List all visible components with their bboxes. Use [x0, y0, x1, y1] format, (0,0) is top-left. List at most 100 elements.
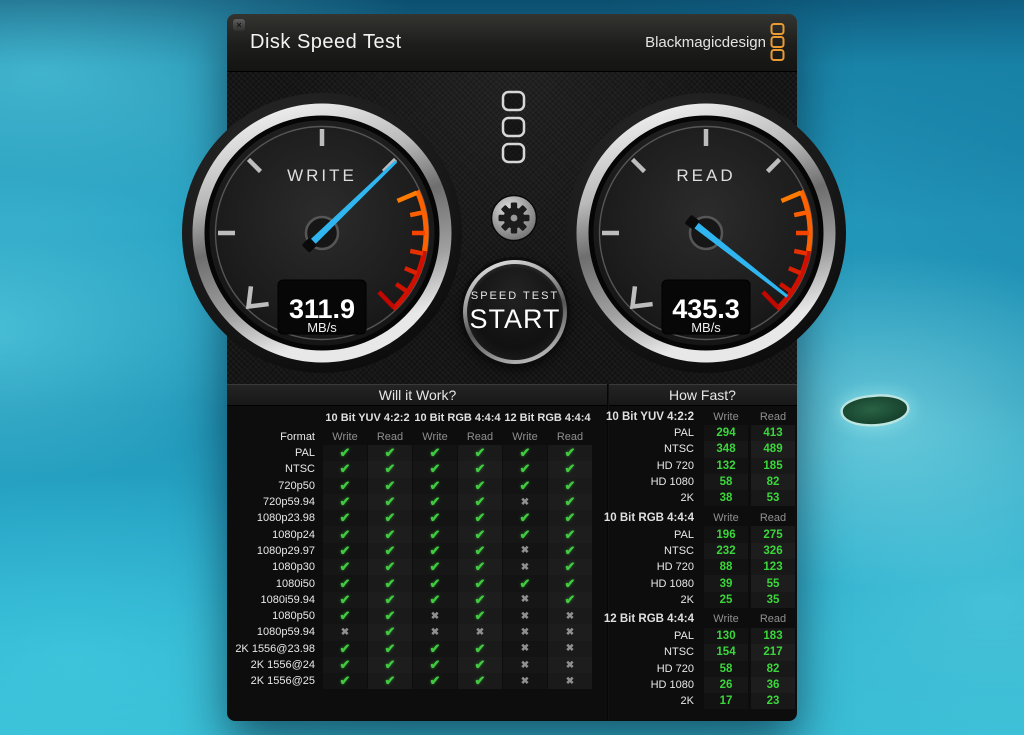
tables-divider [607, 384, 609, 721]
result-cell: ✔ [323, 461, 367, 478]
read-value-cell: 413 [751, 425, 795, 442]
titlebar[interactable]: × Disk Speed Test Blackmagicdesign [227, 14, 797, 72]
format-cell: HD 1080 [650, 476, 694, 489]
cross-icon: ✖ [520, 545, 530, 557]
check-icon: ✔ [384, 559, 396, 575]
result-cell: ✔ [413, 477, 457, 494]
hf-group-header: 10 Bit YUV 4:2:2 [606, 410, 694, 423]
read-gauge-value: 435.3 [672, 294, 740, 324]
result-cell: ✔ [458, 673, 502, 690]
read-value-cell: 23 [751, 693, 795, 710]
result-cell: ✔ [413, 673, 457, 690]
how-fast-title: How Fast? [669, 387, 736, 403]
result-cell: ✔ [458, 575, 502, 592]
check-icon: ✔ [474, 640, 486, 656]
result-cell: ✔ [503, 477, 547, 494]
settings-button[interactable] [490, 194, 538, 242]
write-value-cell: 17 [704, 693, 748, 710]
result-cell: ✔ [323, 559, 367, 576]
cross-icon: ✖ [430, 610, 440, 622]
hf-write-header: Write [713, 410, 739, 423]
read-value-cell: 275 [751, 526, 795, 543]
start-button-subtitle: SPEED TEST [470, 289, 560, 302]
write-value-cell: 132 [704, 457, 748, 474]
hf-write-header: Write [713, 613, 739, 626]
read-value-cell: 82 [751, 473, 795, 491]
format-cell: HD 720 [656, 459, 694, 472]
cross-icon: ✖ [520, 659, 530, 671]
result-cell: ✔ [368, 640, 412, 657]
check-icon: ✔ [564, 477, 576, 493]
spacer-cell [227, 408, 322, 428]
format-cell: 1080p59.94 [256, 626, 315, 639]
format-cell: 1080p29.97 [256, 544, 315, 557]
write-value-cell: 25 [704, 591, 748, 608]
format-cell: 2K [680, 492, 694, 505]
cross-icon: ✖ [520, 626, 530, 638]
write-value-cell: 88 [704, 559, 748, 576]
result-cell: ✔ [368, 624, 412, 641]
result-cell: ✖ [503, 542, 547, 560]
result-cell: ✔ [323, 673, 367, 690]
check-icon: ✔ [339, 461, 351, 477]
result-cell: ✔ [323, 656, 367, 674]
result-cell: ✔ [458, 493, 502, 511]
result-cell: ✔ [368, 461, 412, 478]
start-button[interactable]: SPEED TEST START [463, 260, 567, 364]
result-cell: ✔ [323, 591, 367, 608]
format-cell: 1080i59.94 [260, 593, 315, 606]
tables-panel: Will it Work? How Fast? 10 Bit YUV 4:2:2… [227, 384, 797, 721]
check-icon: ✔ [474, 445, 486, 461]
app-window: × Disk Speed Test Blackmagicdesign [182, 14, 846, 721]
check-icon: ✔ [429, 461, 441, 477]
check-icon: ✔ [474, 510, 486, 526]
result-cell: ✔ [323, 607, 367, 625]
result-cell: ✖ [323, 624, 367, 641]
check-icon: ✔ [384, 575, 396, 591]
cross-icon: ✖ [565, 610, 575, 622]
result-cell: ✖ [548, 656, 592, 674]
result-cell: ✔ [458, 640, 502, 657]
result-cell: ✔ [413, 445, 457, 462]
result-cell: ✔ [368, 607, 412, 625]
check-icon: ✔ [429, 559, 441, 575]
format-cell: 1080p23.98 [256, 512, 315, 525]
result-cell: ✔ [413, 640, 457, 657]
check-icon: ✔ [564, 445, 576, 461]
island [841, 393, 909, 428]
result-cell: ✔ [368, 575, 412, 592]
wiw-group-header: 12 Bit RGB 4:4:4 [504, 412, 591, 424]
format-cell: 2K 1556@24 [250, 659, 315, 671]
result-cell: ✔ [368, 493, 412, 511]
wiw-group-header: 10 Bit RGB 4:4:4 [414, 412, 501, 424]
hf-read-header: Read [759, 511, 787, 524]
gauge-panel: WRITE 311.9 MB/s [182, 72, 846, 384]
cross-icon: ✖ [340, 626, 350, 638]
brand-logo: Blackmagicdesign [645, 14, 785, 71]
read-value-cell: 123 [751, 559, 795, 576]
result-cell: ✔ [323, 510, 367, 527]
write-gauge-value: 311.9 [289, 294, 355, 324]
write-gauge-svg: WRITE 311.9 MB/s [182, 93, 462, 373]
format-cell: 1080i50 [275, 577, 315, 590]
check-icon: ✔ [474, 526, 486, 542]
window-title: Disk Speed Test [250, 31, 402, 53]
format-cell: NTSC [664, 646, 694, 659]
check-icon: ✔ [474, 477, 486, 493]
result-cell: ✔ [458, 607, 502, 625]
check-icon: ✔ [339, 477, 351, 493]
read-value-cell: 35 [751, 591, 795, 608]
check-icon: ✔ [384, 445, 396, 461]
check-icon: ✔ [339, 445, 351, 461]
write-gauge: WRITE 311.9 MB/s [177, 88, 467, 378]
format-cell: 1080p30 [272, 561, 315, 574]
write-gauge-label: WRITE [287, 166, 357, 185]
close-button[interactable]: × [233, 19, 245, 31]
format-cell: NTSC [285, 463, 315, 476]
check-icon: ✔ [384, 608, 396, 624]
result-cell: ✔ [458, 591, 502, 608]
read-gauge-unit: MB/s [691, 320, 721, 335]
result-cell: ✔ [548, 575, 592, 592]
result-cell: ✔ [413, 591, 457, 608]
result-cell: ✔ [323, 493, 367, 511]
